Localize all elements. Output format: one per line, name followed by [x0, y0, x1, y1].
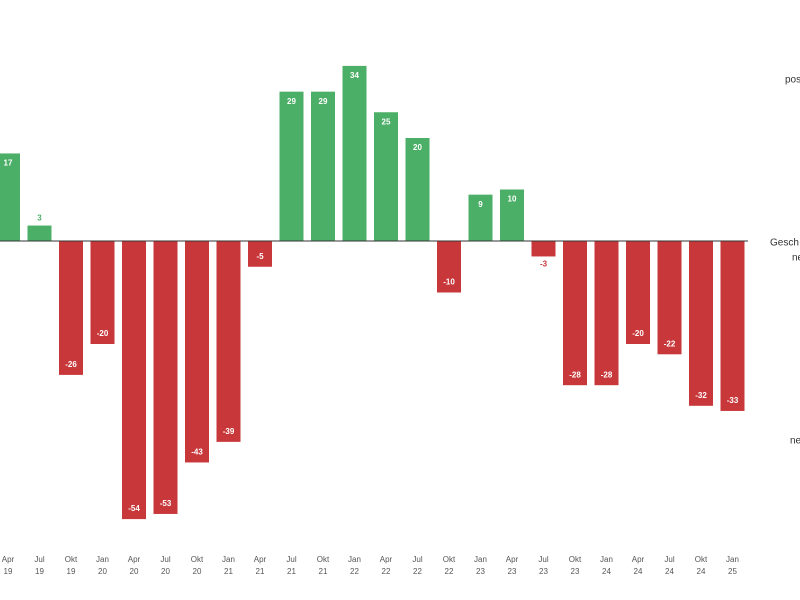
value-label: -43 [191, 448, 203, 457]
value-label: -5 [256, 252, 264, 261]
bar [122, 241, 146, 520]
value-label: 3 [37, 214, 42, 223]
bar [153, 241, 178, 514]
bar [563, 241, 587, 386]
value-label: 34 [350, 71, 359, 80]
x-tick-label: Jan 20 [96, 555, 109, 576]
bar [657, 241, 682, 355]
value-label: 25 [382, 117, 391, 126]
x-tick-label: Jul 19 [34, 555, 44, 576]
value-label: -28 [601, 370, 613, 379]
x-tick-label: Okt 23 [569, 555, 582, 576]
bar [468, 194, 493, 241]
bar [689, 241, 713, 406]
value-label: -54 [128, 504, 140, 513]
value-label: 9 [478, 200, 483, 209]
bar [59, 241, 83, 375]
bar [374, 112, 398, 241]
value-label: -39 [223, 427, 235, 436]
x-tick-label: Okt 22 [443, 555, 456, 576]
bar [90, 241, 115, 344]
bar [594, 241, 619, 386]
x-tick-label: Apr 19 [2, 555, 15, 576]
bar [500, 189, 524, 241]
value-label: -26 [65, 360, 77, 369]
x-tick-label: Okt 21 [317, 555, 330, 576]
x-tick-label: Jul 21 [286, 555, 296, 576]
side-label: ne [790, 436, 800, 447]
value-label: -53 [160, 499, 172, 508]
x-tick-label: Jan 25 [726, 555, 739, 576]
x-tick-label: Okt 24 [695, 555, 708, 576]
x-tick-label: Jul 24 [664, 555, 674, 576]
x-tick-label: Jan 24 [600, 555, 613, 576]
value-label: 17 [4, 159, 13, 168]
x-tick-label: Apr 22 [380, 555, 393, 576]
side-label: Gesch [770, 238, 799, 249]
value-label: -28 [569, 370, 581, 379]
x-tick-label: Jul 23 [538, 555, 548, 576]
bar [279, 91, 304, 242]
value-label: 10 [508, 195, 517, 204]
value-label: 29 [319, 97, 328, 106]
x-tick-label: Jul 22 [412, 555, 422, 576]
bar [405, 138, 430, 241]
side-label: ne [792, 253, 800, 264]
value-label: -22 [664, 339, 676, 348]
bar [311, 91, 335, 242]
bar [185, 241, 209, 463]
bar [626, 241, 650, 344]
value-label: 20 [413, 143, 422, 152]
value-label: -20 [632, 329, 644, 338]
value-label: -10 [443, 278, 455, 287]
value-label: -32 [695, 391, 707, 400]
value-label: 29 [287, 97, 296, 106]
x-tick-label: Apr 21 [254, 555, 267, 576]
x-tick-label: Okt 19 [65, 555, 78, 576]
x-tick-label: Jan 23 [474, 555, 487, 576]
x-tick-label: Jul 20 [160, 555, 170, 576]
x-tick-label: Okt 20 [191, 555, 204, 576]
bar [216, 241, 241, 442]
bar [437, 241, 461, 293]
bar [720, 241, 745, 411]
x-tick-label: Apr 20 [128, 555, 141, 576]
value-label: -33 [727, 396, 739, 405]
x-tick-label: Jan 22 [348, 555, 361, 576]
bar [0, 153, 20, 241]
value-label: -20 [97, 329, 109, 338]
bar [27, 225, 52, 241]
bar [531, 241, 556, 257]
x-tick-label: Jan 21 [222, 555, 235, 576]
side-label: pos [785, 75, 800, 86]
x-tick-label: Apr 23 [506, 555, 519, 576]
x-tick-label: Apr 24 [632, 555, 645, 576]
value-label: -3 [540, 260, 548, 269]
bar [342, 65, 367, 242]
bar [248, 241, 272, 267]
